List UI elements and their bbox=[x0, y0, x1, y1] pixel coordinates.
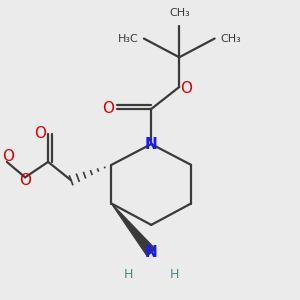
Text: O: O bbox=[180, 81, 192, 96]
Text: CH₃: CH₃ bbox=[220, 34, 241, 44]
Text: O: O bbox=[19, 173, 31, 188]
Text: H: H bbox=[169, 268, 179, 281]
Polygon shape bbox=[112, 203, 155, 256]
Text: N: N bbox=[145, 136, 158, 152]
Text: O: O bbox=[103, 101, 115, 116]
Text: O: O bbox=[2, 149, 14, 164]
Text: H₃C: H₃C bbox=[118, 34, 139, 44]
Text: CH₃: CH₃ bbox=[169, 8, 190, 18]
Text: N: N bbox=[145, 245, 158, 260]
Text: O: O bbox=[34, 126, 46, 141]
Text: H: H bbox=[124, 268, 133, 281]
